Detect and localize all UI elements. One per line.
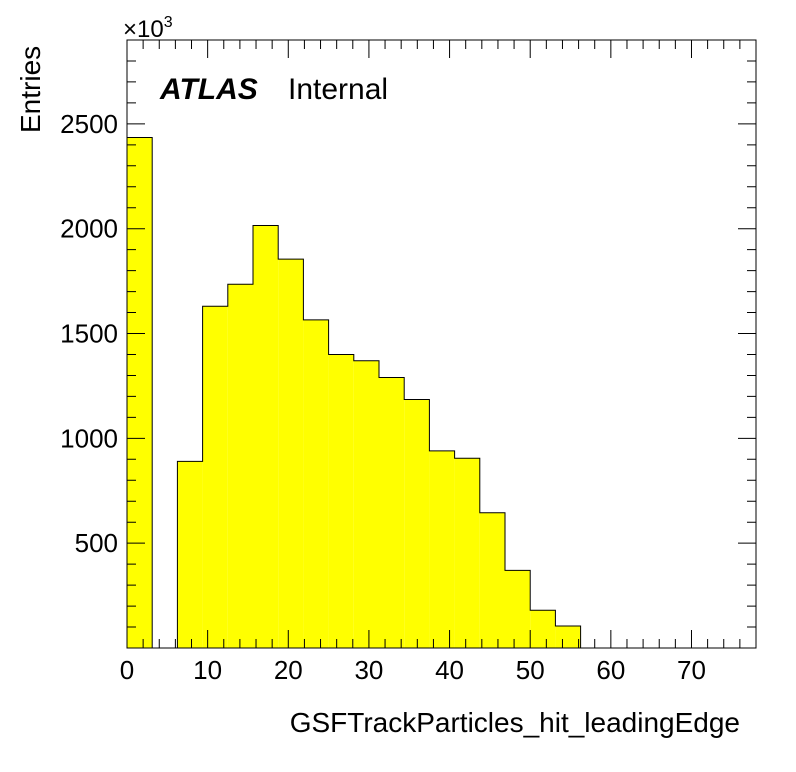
histogram-bar	[505, 570, 531, 648]
y-tick-label: 500	[75, 528, 118, 558]
y-tick-label: 2000	[60, 214, 118, 244]
histogram-bar	[353, 360, 380, 648]
histogram-bar	[202, 306, 228, 648]
histogram-bar	[127, 137, 153, 648]
x-tick-label: 40	[435, 655, 464, 685]
histogram-bar	[253, 225, 279, 648]
histogram-bar	[479, 512, 506, 648]
x-tick-label: 50	[516, 655, 545, 685]
x-tick-label: 10	[193, 655, 222, 685]
histogram-bar	[404, 399, 430, 648]
histogram-bar	[227, 284, 254, 648]
x-tick-label: 60	[596, 655, 625, 685]
axis-ticks	[126, 39, 757, 648]
plot-frame	[126, 39, 757, 649]
y-tick-label: 2500	[60, 109, 118, 139]
histogram-bar	[278, 259, 304, 648]
y-tick-labels: 500 1000 1500 2000 2500	[60, 109, 118, 558]
x-axis-label: GSFTrackParticles_hit_leadingEdge	[290, 707, 740, 738]
histogram-bar	[530, 610, 556, 648]
y-tick-label: 1500	[60, 319, 118, 349]
y-tick-label: 1000	[60, 423, 118, 453]
atlas-internal-label: Internal	[288, 73, 388, 106]
x-tick-label: 70	[677, 655, 706, 685]
x-tick-label: 30	[354, 655, 383, 685]
histogram-bar	[303, 319, 329, 648]
y-multiplier: ×103	[123, 14, 173, 43]
histogram-bar	[555, 625, 581, 648]
histogram-outline	[126, 136, 582, 649]
tick-marks	[126, 39, 757, 648]
x-tick-label: 0	[120, 655, 134, 685]
x-tick-label: 20	[274, 655, 303, 685]
x-tick-labels: 0 10 20 30 40 50 60 70	[120, 655, 706, 685]
histogram-bars	[126, 136, 582, 649]
histogram-bar	[328, 354, 354, 648]
y-axis-label: Entries	[15, 46, 46, 133]
histogram-bar	[429, 450, 455, 648]
histogram-bar	[177, 461, 203, 648]
histogram-bar	[379, 377, 405, 648]
histogram-bar	[454, 458, 480, 648]
atlas-label: ATLAS	[159, 73, 258, 106]
